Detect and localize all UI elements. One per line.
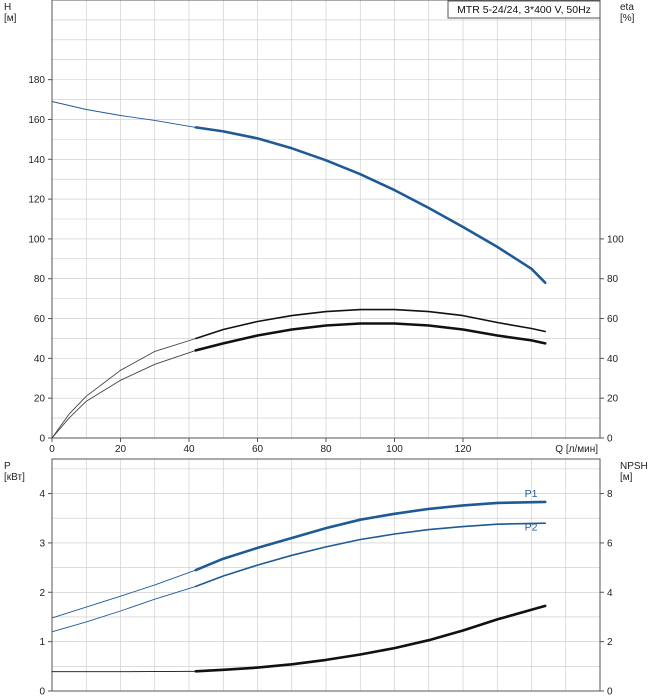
y-left-axis-label: P	[4, 461, 11, 472]
y-right-tick-label: 4	[607, 588, 613, 599]
x-tick-label: 120	[455, 444, 472, 455]
x-tick-label: 0	[49, 444, 55, 455]
x-tick-label: 100	[386, 444, 403, 455]
y-right-tick-label: 0	[607, 687, 613, 698]
x-tick-label: 60	[252, 444, 264, 455]
x-axis-label: Q [л/мин]	[555, 444, 598, 455]
y-right-tick-label: 20	[607, 394, 619, 405]
y-right-tick-label: 8	[607, 489, 613, 500]
y-right-tick-label: 2	[607, 637, 613, 648]
y-left-tick-label: 40	[34, 354, 46, 365]
y-left-tick-label: 3	[39, 538, 45, 549]
y-left-tick-label: 4	[39, 489, 45, 500]
y-right-tick-label: 6	[607, 538, 613, 549]
y-left-tick-label: 120	[28, 195, 45, 206]
series-label-p1: P1	[525, 488, 538, 500]
y-left-tick-label: 80	[34, 274, 46, 285]
power-npsh-panel: 0 1 2 3 4 0 2 4 6 8 P[кВт] NPSH[м] P1 P2	[4, 458, 648, 698]
y-right-axis-label: [м]	[620, 472, 633, 483]
y-right-axis-label: eta	[620, 2, 634, 13]
curve-top-5	[194, 322, 547, 352]
curve-bottom-3	[195, 522, 546, 588]
y-left-tick-label: 1	[39, 637, 45, 648]
y-left-tick-label: 160	[28, 115, 45, 126]
y-left-axis-label: H	[4, 2, 11, 13]
plot-frame	[51, 458, 601, 692]
legend-label: MTR 5-24/24, 3*400 V, 50Hz	[457, 4, 591, 16]
legend-box	[447, 0, 601, 19]
curve-top-3	[195, 308, 546, 340]
x-tick-label: 40	[183, 444, 195, 455]
y-right-tick-label: 80	[607, 274, 619, 285]
head-efficiency-panel: 0 20 40 60 80 100 120 140 160 180 0 20 40 60 80 100 0 20 4…	[4, 0, 635, 455]
curve-top-2	[51, 338, 197, 439]
y-left-tick-label: 140	[28, 155, 45, 166]
y-left-tick-label: 60	[34, 314, 46, 325]
curve-top-0	[51, 101, 197, 128]
y-left-tick-label: 0	[39, 687, 45, 698]
curve-bottom-5	[194, 604, 547, 673]
curve-bottom-2	[51, 585, 197, 633]
y-left-tick-label: 100	[28, 234, 45, 245]
y-left-tick-label: 0	[39, 434, 45, 445]
x-tick-label: 20	[115, 444, 127, 455]
curve-bottom-1	[194, 500, 547, 572]
y-left-tick-label: 20	[34, 394, 46, 405]
y-left-tick-label: 180	[28, 75, 45, 86]
y-left-axis-label: [кВт]	[4, 472, 25, 483]
y-left-tick-label: 2	[39, 588, 45, 599]
curve-top-4	[51, 349, 197, 439]
y-right-axis-label: NPSH	[620, 461, 648, 472]
y-right-tick-label: 0	[607, 434, 613, 445]
series-label-p2: P2	[525, 522, 538, 534]
y-left-axis-label: [м]	[4, 13, 17, 24]
y-right-tick-label: 60	[607, 314, 619, 325]
curve-bottom-0	[51, 569, 197, 619]
x-tick-label: 80	[320, 444, 332, 455]
y-right-axis-label: [%]	[620, 13, 635, 24]
y-right-tick-label: 40	[607, 354, 619, 365]
curve-top-1	[194, 126, 547, 284]
y-right-tick-label: 100	[607, 234, 624, 245]
